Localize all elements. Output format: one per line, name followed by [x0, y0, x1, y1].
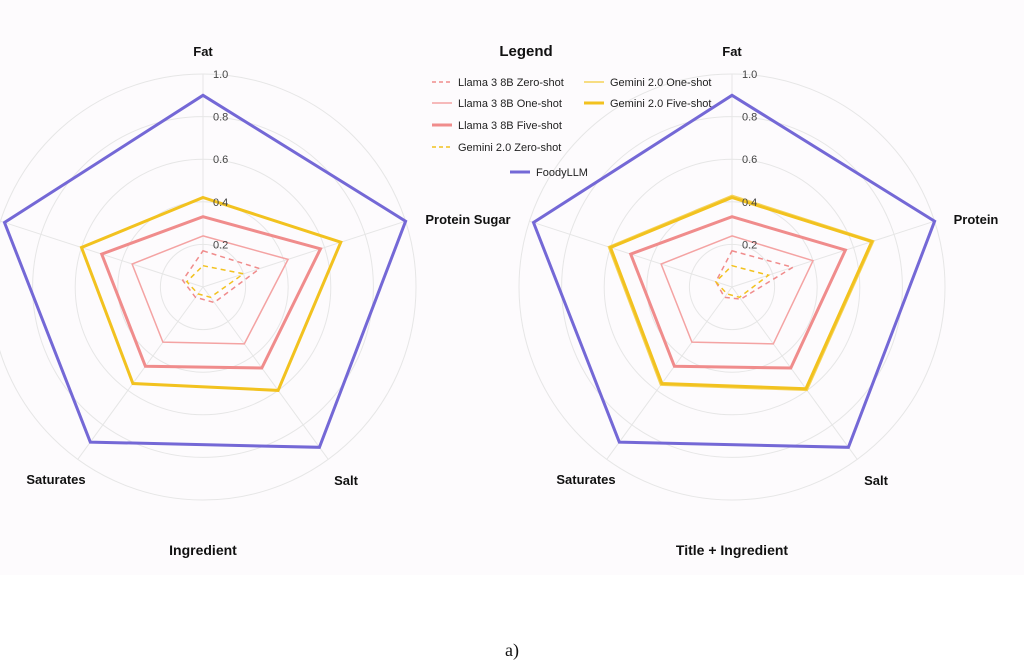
radial-tick-label: 1.0: [213, 69, 228, 81]
series-gemini-2-0-five-shot: [608, 195, 874, 391]
figure-caption: a): [505, 640, 519, 660]
axis-label-fat: Fat: [193, 44, 213, 59]
series-foodyllm: [531, 93, 937, 449]
grid-spoke: [731, 286, 858, 460]
grid-spoke: [77, 286, 204, 460]
legend-label: FoodyLLM: [536, 167, 588, 179]
axis-label-protein: Protein: [954, 212, 999, 227]
series-gemini-2-0-five-shot: [79, 195, 343, 392]
radial-tick-label: 0.6: [742, 154, 757, 166]
grid-spoke: [606, 286, 733, 460]
radar-grid: [518, 73, 946, 501]
legend-item-llama-3-8b-zero-shot: Llama 3 8B Zero-shot: [432, 77, 564, 89]
legend: Legend Llama 3 8B Zero-shot Llama 3 8B On…: [432, 43, 712, 179]
legend-label: Llama 3 8B One-shot: [458, 98, 562, 110]
legend-item-llama-3-8b-one-shot: Llama 3 8B One-shot: [432, 98, 562, 110]
radial-tick-label: 0.4: [213, 197, 228, 209]
panel-title: Ingredient: [169, 542, 237, 558]
radial-tick-label: 1.0: [742, 69, 757, 81]
panel-title: Title + Ingredient: [676, 542, 788, 558]
legend-item-gemini-2-0-one-shot: Gemini 2.0 One-shot: [584, 77, 712, 89]
legend-item-gemini-2-0-zero-shot: Gemini 2.0 Zero-shot: [432, 142, 561, 154]
axis-label-fat: Fat: [722, 44, 742, 59]
grid-spoke: [202, 220, 406, 288]
series-llama-3-8b-zero-shot: [714, 249, 795, 300]
legend-label: Llama 3 8B Five-shot: [458, 120, 562, 132]
legend-item-gemini-2-0-five-shot: Gemini 2.0 Five-shot: [584, 98, 711, 110]
series-llama-3-8b-five-shot: [99, 215, 323, 370]
series-llama-3-8b-one-shot: [131, 235, 290, 345]
series-gemini-2-0-zero-shot: [714, 264, 771, 299]
axis-label-salt: Salt: [334, 473, 359, 488]
axis-label-salt: Salt: [864, 473, 889, 488]
axis-label-saturates: Saturates: [556, 472, 615, 487]
axis-label-protein-sugar: Protein Sugar: [425, 212, 510, 227]
radial-tick-label: 0.2: [213, 239, 228, 251]
axis-label-saturates: Saturates: [26, 472, 85, 487]
series-llama-3-8b-one-shot: [660, 235, 815, 345]
radial-tick-label: 0.8: [213, 112, 228, 124]
legend-title: Legend: [499, 43, 552, 60]
radial-tick-label: 0.8: [742, 112, 757, 124]
series-llama-3-8b-zero-shot: [181, 249, 262, 304]
legend-label: Gemini 2.0 Five-shot: [610, 98, 711, 110]
series-llama-3-8b-five-shot: [628, 215, 848, 370]
radial-tick-label: 0.6: [213, 154, 228, 166]
radial-tick-label: 0.2: [742, 239, 757, 251]
legend-label: Gemini 2.0 One-shot: [610, 77, 712, 89]
grid-spoke: [202, 286, 329, 460]
series-foodyllm: [2, 93, 408, 449]
legend-item-foodyllm: FoodyLLM: [510, 167, 588, 179]
radar-figure: 0.2 0.4 0.6 0.8 1.0 Fat Protein Sugar Salt Satur…: [0, 43, 999, 558]
legend-item-llama-3-8b-five-shot: Llama 3 8B Five-shot: [432, 120, 562, 132]
grid-spoke: [731, 220, 935, 288]
legend-label: Gemini 2.0 Zero-shot: [458, 142, 561, 154]
radial-tick-label: 0.4: [742, 197, 757, 209]
legend-label: Llama 3 8B Zero-shot: [458, 77, 564, 89]
